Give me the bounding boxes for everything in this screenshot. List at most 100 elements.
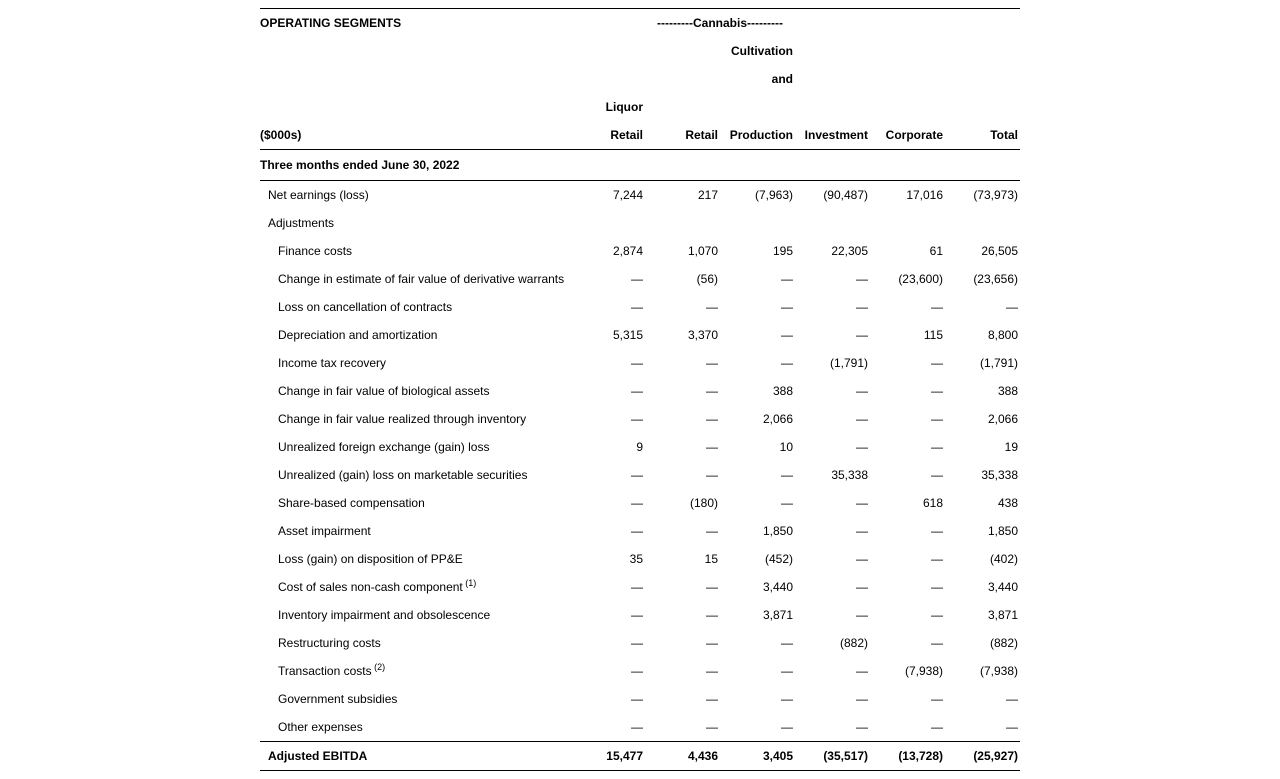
units-label: ($000s) bbox=[260, 93, 570, 150]
colhead-l2-2: Production bbox=[720, 93, 795, 150]
cell-value: (1,791) bbox=[945, 349, 1020, 377]
colhead-l1-0 bbox=[570, 65, 645, 93]
colhead-l0-3 bbox=[795, 37, 870, 65]
cell-value: — bbox=[870, 573, 945, 601]
cell-value: — bbox=[795, 601, 870, 629]
cell-value bbox=[945, 209, 1020, 237]
row-label: Unrealized (gain) loss on marketable sec… bbox=[260, 461, 570, 489]
cell-value: 115 bbox=[870, 321, 945, 349]
total-v5: (25,927) bbox=[945, 742, 1020, 771]
cell-value: (402) bbox=[945, 545, 1020, 573]
total-v0: 15,477 bbox=[570, 742, 645, 771]
cell-value: — bbox=[795, 321, 870, 349]
table-row: Unrealized (gain) loss on marketable sec… bbox=[260, 461, 1020, 489]
cell-value: 8,800 bbox=[945, 321, 1020, 349]
row-label: Government subsidies bbox=[260, 685, 570, 713]
cell-value: — bbox=[870, 405, 945, 433]
cell-value: — bbox=[795, 405, 870, 433]
cell-value: — bbox=[870, 377, 945, 405]
colhead-l2-1: Retail bbox=[645, 93, 720, 150]
table-row: Change in estimate of fair value of deri… bbox=[260, 265, 1020, 293]
row-label: Depreciation and amortization bbox=[260, 321, 570, 349]
cell-value: — bbox=[720, 265, 795, 293]
cell-value: — bbox=[645, 629, 720, 657]
table-row: Depreciation and amortization5,3153,370—… bbox=[260, 321, 1020, 349]
cell-value: 217 bbox=[645, 181, 720, 210]
cell-value: — bbox=[795, 265, 870, 293]
cell-value: — bbox=[645, 573, 720, 601]
cell-value: (7,938) bbox=[870, 657, 945, 685]
cell-value: 3,871 bbox=[720, 601, 795, 629]
cell-value: — bbox=[870, 545, 945, 573]
cell-value: — bbox=[720, 349, 795, 377]
colhead-l2-0: Liquor Retail bbox=[570, 93, 645, 150]
cell-value: 9 bbox=[570, 433, 645, 461]
financial-table: OPERATING SEGMENTS ---------Cannabis----… bbox=[260, 8, 1020, 771]
cell-value: 195 bbox=[720, 237, 795, 265]
cell-value: — bbox=[795, 657, 870, 685]
cell-value bbox=[645, 209, 720, 237]
colhead-l0-5 bbox=[945, 37, 1020, 65]
cell-value: — bbox=[570, 601, 645, 629]
row-label: Restructuring costs bbox=[260, 629, 570, 657]
cell-value: 35,338 bbox=[795, 461, 870, 489]
cell-value: 2,066 bbox=[720, 405, 795, 433]
cell-value: — bbox=[870, 713, 945, 742]
cell-value: 35 bbox=[570, 545, 645, 573]
cell-value: (23,600) bbox=[870, 265, 945, 293]
table-row: Other expenses—————— bbox=[260, 713, 1020, 742]
colhead-l0-4 bbox=[870, 37, 945, 65]
table-row: Share-based compensation—(180)——618438 bbox=[260, 489, 1020, 517]
table-row: Change in fair value of biological asset… bbox=[260, 377, 1020, 405]
total-v3: (35,517) bbox=[795, 742, 870, 771]
row-label: Change in fair value of biological asset… bbox=[260, 377, 570, 405]
colhead-l1-4 bbox=[870, 65, 945, 93]
cell-value: — bbox=[870, 629, 945, 657]
cell-value: — bbox=[720, 489, 795, 517]
row-label: Loss on cancellation of contracts bbox=[260, 293, 570, 321]
cell-value: — bbox=[870, 685, 945, 713]
cell-value: — bbox=[570, 349, 645, 377]
footnote-ref: (2) bbox=[372, 662, 386, 672]
cell-value: — bbox=[570, 685, 645, 713]
row-label: Adjustments bbox=[260, 209, 570, 237]
table-row: Government subsidies—————— bbox=[260, 685, 1020, 713]
cell-value: — bbox=[870, 293, 945, 321]
cell-value: — bbox=[570, 629, 645, 657]
cell-value: (180) bbox=[645, 489, 720, 517]
cell-value: — bbox=[645, 293, 720, 321]
cell-value: — bbox=[795, 545, 870, 573]
cell-value: 10 bbox=[720, 433, 795, 461]
row-label: Finance costs bbox=[260, 237, 570, 265]
cell-value: (7,963) bbox=[720, 181, 795, 210]
cell-value: — bbox=[570, 657, 645, 685]
row-label: Income tax recovery bbox=[260, 349, 570, 377]
cannabis-span-header: ---------Cannabis--------- bbox=[645, 9, 795, 38]
cell-value: — bbox=[945, 293, 1020, 321]
cell-value: — bbox=[720, 293, 795, 321]
table-row: Net earnings (loss)7,244217(7,963)(90,48… bbox=[260, 181, 1020, 210]
row-label: Loss (gain) on disposition of PP&E bbox=[260, 545, 570, 573]
table-row: Loss (gain) on disposition of PP&E3515(4… bbox=[260, 545, 1020, 573]
period-heading: Three months ended June 30, 2022 bbox=[260, 150, 1020, 181]
cell-value: — bbox=[945, 685, 1020, 713]
cell-value: — bbox=[870, 349, 945, 377]
row-label: Share-based compensation bbox=[260, 489, 570, 517]
table-row: Change in fair value realized through in… bbox=[260, 405, 1020, 433]
cell-value: (7,938) bbox=[945, 657, 1020, 685]
cell-value: — bbox=[570, 489, 645, 517]
cell-value: — bbox=[570, 265, 645, 293]
total-v4: (13,728) bbox=[870, 742, 945, 771]
cell-value: 3,370 bbox=[645, 321, 720, 349]
table-row: Adjustments bbox=[260, 209, 1020, 237]
cell-value: — bbox=[645, 713, 720, 742]
total-v2: 3,405 bbox=[720, 742, 795, 771]
colhead-l2-4: Corporate bbox=[870, 93, 945, 150]
cell-value: — bbox=[720, 657, 795, 685]
table-row: Finance costs2,8741,07019522,3056126,505 bbox=[260, 237, 1020, 265]
cell-value: 1,070 bbox=[645, 237, 720, 265]
row-label: Asset impairment bbox=[260, 517, 570, 545]
cell-value: — bbox=[645, 461, 720, 489]
row-label: Change in fair value realized through in… bbox=[260, 405, 570, 433]
cell-value: (882) bbox=[945, 629, 1020, 657]
